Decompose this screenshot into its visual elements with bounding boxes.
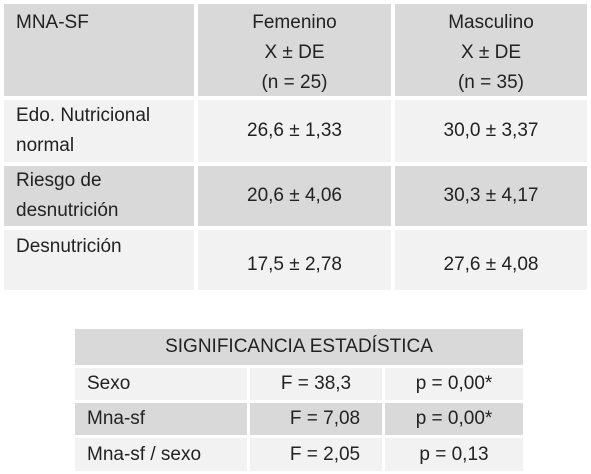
cell-masc-desnutricion-value: 27,6 ± 4,08 bbox=[443, 254, 539, 275]
sig-p-mna-sf-sexo-value: p = 0,13 bbox=[419, 443, 489, 465]
cell-fem-desnutricion-value: 17,5 ± 2,78 bbox=[247, 254, 342, 275]
cell-masc-normal-value: 30,0 ± 3,37 bbox=[443, 120, 539, 141]
sig-p-sexo: p = 0,00* bbox=[385, 368, 523, 400]
cell-fem-normal-value: 26,6 ± 1,33 bbox=[247, 120, 342, 141]
sig-p-mna-sf-value: p = 0,00* bbox=[415, 408, 493, 429]
cell-masc-desnutricion: 27,6 ± 4,08 bbox=[395, 230, 587, 290]
sig-p-mna-sf-sexo: p = 0,13 bbox=[385, 438, 523, 471]
sig-p-mna-sf: p = 0,00* bbox=[385, 403, 523, 435]
header-mna-sf-label: MNA-SF bbox=[16, 12, 89, 33]
sig-label-mna-sf: Mna-sf bbox=[75, 403, 247, 435]
sig-f-mna-sf-sexo-value: F = 2,05 bbox=[289, 443, 361, 465]
row-label-normal: Edo. Nutricional normal bbox=[4, 100, 194, 162]
sig-f-mna-sf-value: F = 7,08 bbox=[289, 408, 361, 429]
row-label-desnutricion: Desnutrición bbox=[4, 230, 194, 290]
cell-fem-desnutricion: 17,5 ± 2,78 bbox=[198, 230, 391, 290]
header-masculino-n: (n = 35) bbox=[457, 72, 524, 93]
row-label-riesgo: Riesgo de desnutrición bbox=[4, 166, 194, 226]
header-femenino-title: Femenino bbox=[252, 12, 337, 33]
header-masculino-title: Masculino bbox=[448, 12, 534, 33]
row-label-normal-line1: Edo. Nutricional bbox=[16, 105, 151, 126]
row-label-desnutricion-text: Desnutrición bbox=[16, 236, 122, 257]
sig-label-mna-sf-sexo: Mna-sf / sexo bbox=[75, 438, 247, 471]
sig-p-sexo-value: p = 0,00* bbox=[415, 373, 493, 394]
significance-title-text: SIGNIFICANCIA ESTADÍSTICA bbox=[165, 336, 433, 357]
row-label-normal-line2: normal bbox=[16, 135, 75, 156]
sig-label-mna-sf-text: Mna-sf bbox=[87, 408, 146, 429]
cell-masc-riesgo-value: 30,3 ± 4,17 bbox=[443, 185, 539, 206]
header-masculino: Masculino X ± DE (n = 35) bbox=[395, 4, 587, 96]
cell-masc-normal: 30,0 ± 3,37 bbox=[395, 100, 587, 162]
sig-f-mna-sf: F = 7,08 bbox=[250, 403, 382, 435]
sig-f-mna-sf-sexo: F = 2,05 bbox=[250, 438, 382, 471]
header-masculino-stat: X ± DE bbox=[460, 42, 522, 63]
sig-f-sexo-value: F = 38,3 bbox=[280, 373, 352, 394]
cell-fem-riesgo: 20,6 ± 4,06 bbox=[198, 166, 391, 226]
header-femenino-stat: X ± DE bbox=[264, 42, 325, 63]
significance-title: SIGNIFICANCIA ESTADÍSTICA bbox=[75, 329, 523, 365]
cell-fem-riesgo-value: 20,6 ± 4,06 bbox=[247, 185, 342, 206]
header-femenino: Femenino X ± DE (n = 25) bbox=[198, 4, 391, 96]
cell-masc-riesgo: 30,3 ± 4,17 bbox=[395, 166, 587, 226]
header-femenino-n: (n = 25) bbox=[261, 72, 328, 93]
cell-fem-normal: 26,6 ± 1,33 bbox=[198, 100, 391, 162]
row-label-riesgo-line2: desnutrición bbox=[16, 200, 119, 221]
sig-label-mna-sf-sexo-text: Mna-sf / sexo bbox=[87, 443, 202, 465]
sig-label-sexo: Sexo bbox=[75, 368, 247, 400]
header-mna-sf: MNA-SF bbox=[4, 4, 194, 96]
sig-label-sexo-text: Sexo bbox=[87, 373, 131, 394]
sig-f-sexo: F = 38,3 bbox=[250, 368, 382, 400]
row-label-riesgo-line1: Riesgo de bbox=[16, 170, 102, 191]
